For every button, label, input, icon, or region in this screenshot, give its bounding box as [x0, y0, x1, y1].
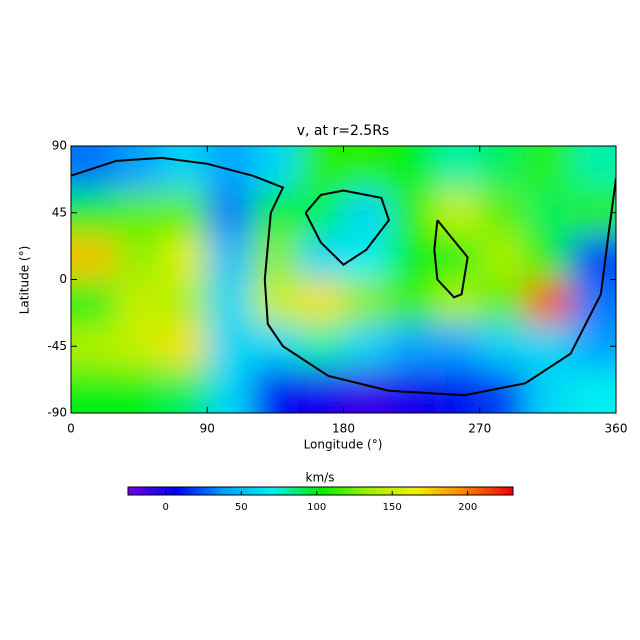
- heat-cell: [161, 279, 208, 325]
- contour-line: [304, 189, 391, 266]
- heat-cell: [388, 324, 435, 369]
- heat-cell: [525, 235, 572, 280]
- heat-cell: [161, 146, 208, 191]
- colorbar-tick-label: 200: [458, 502, 477, 513]
- heat-cell: [161, 368, 208, 413]
- heat-cell: [252, 324, 299, 369]
- heat-cell: [252, 368, 299, 413]
- heat-cell: [343, 324, 390, 369]
- heat-cell: [161, 324, 208, 369]
- heat-cell: [116, 235, 163, 280]
- heat-cell: [71, 190, 117, 236]
- heat-cell: [570, 279, 616, 325]
- heat-cell: [479, 279, 526, 325]
- x-tick-label: 0: [67, 422, 75, 436]
- heat-cell: [252, 146, 299, 191]
- heat-cell: [207, 279, 254, 325]
- y-tick-label: 90: [52, 139, 67, 153]
- heat-cell: [207, 235, 254, 280]
- colorbar-tick-label: 50: [235, 502, 248, 513]
- contour-line: [71, 156, 616, 397]
- heat-cell: [570, 146, 616, 191]
- heat-cell: [298, 190, 344, 236]
- heat-cell: [525, 190, 572, 236]
- heat-cell: [525, 324, 572, 369]
- heat-cell: [343, 279, 390, 325]
- heat-cell: [298, 324, 344, 369]
- heat-cell: [343, 235, 390, 280]
- heat-cell: [71, 279, 117, 325]
- heat-cell: [207, 324, 254, 369]
- cells: [71, 146, 616, 413]
- y-tick-label: 45: [52, 205, 67, 219]
- colorbar-tick-label: 0: [163, 502, 169, 513]
- heat-cell: [479, 324, 526, 369]
- heat-cell: [71, 235, 117, 280]
- heat-cell: [343, 146, 390, 191]
- heat-cell: [479, 190, 526, 236]
- heat-cell: [298, 146, 344, 191]
- y-tick-label: -90: [47, 406, 67, 420]
- heat-cell: [207, 190, 254, 236]
- y-tick-label: 0: [59, 272, 67, 286]
- heat-cell: [570, 190, 616, 236]
- heat-cell: [388, 368, 435, 413]
- heat-cell: [434, 235, 481, 280]
- colorbar-tick-label: 100: [307, 502, 326, 513]
- heat-cell: [298, 368, 344, 413]
- heat-cell: [116, 324, 163, 369]
- contour-line: [433, 219, 469, 299]
- heat-cell: [388, 279, 435, 325]
- x-tick-label: 90: [200, 422, 215, 436]
- heat-cell: [116, 146, 163, 191]
- y-tick-label: -45: [47, 339, 67, 353]
- heat-cell: [434, 324, 481, 369]
- heat-cell: [525, 146, 572, 191]
- x-tick-label: 270: [468, 422, 491, 436]
- colorbar-tick-label: 150: [383, 502, 402, 513]
- x-tick-label: 180: [332, 422, 355, 436]
- heat-cell: [161, 235, 208, 280]
- heat-cell: [525, 279, 572, 325]
- colorbar: [127, 486, 514, 496]
- heat-cell: [71, 146, 117, 191]
- heat-cell: [388, 146, 435, 191]
- heat-cell: [525, 368, 572, 413]
- heat-cell: [479, 146, 526, 191]
- heat-cell: [388, 235, 435, 280]
- heat-cell: [252, 190, 299, 236]
- y-axis-label: Latitude (°): [18, 246, 32, 315]
- field: [71, 146, 616, 413]
- heat-cell: [388, 190, 435, 236]
- heat-cell: [71, 368, 117, 413]
- heat-cell: [434, 190, 481, 236]
- heat-cell: [207, 368, 254, 413]
- heat-cell: [479, 368, 526, 413]
- heat-cell: [434, 368, 481, 413]
- x-axis-label: Longitude (°): [304, 438, 383, 452]
- heat-cell: [434, 279, 481, 325]
- heat-cell: [570, 368, 616, 413]
- heat-cell: [252, 279, 299, 325]
- heat-cell: [252, 235, 299, 280]
- heat-cell: [161, 190, 208, 236]
- colorbar-label: km/s: [306, 471, 335, 485]
- heat-cell: [116, 190, 163, 236]
- heat-cell: [570, 324, 616, 369]
- heat-cell: [343, 368, 390, 413]
- heat-cell: [71, 324, 117, 369]
- x-tick-label: 360: [605, 422, 628, 436]
- heat-cell: [116, 368, 163, 413]
- heat-cell: [298, 279, 344, 325]
- heat-cell: [116, 279, 163, 325]
- contours: [71, 156, 616, 397]
- chart-title: v, at r=2.5Rs: [297, 123, 389, 139]
- heat-cell: [434, 146, 481, 191]
- heat-cell: [479, 235, 526, 280]
- heat-cell: [207, 146, 254, 191]
